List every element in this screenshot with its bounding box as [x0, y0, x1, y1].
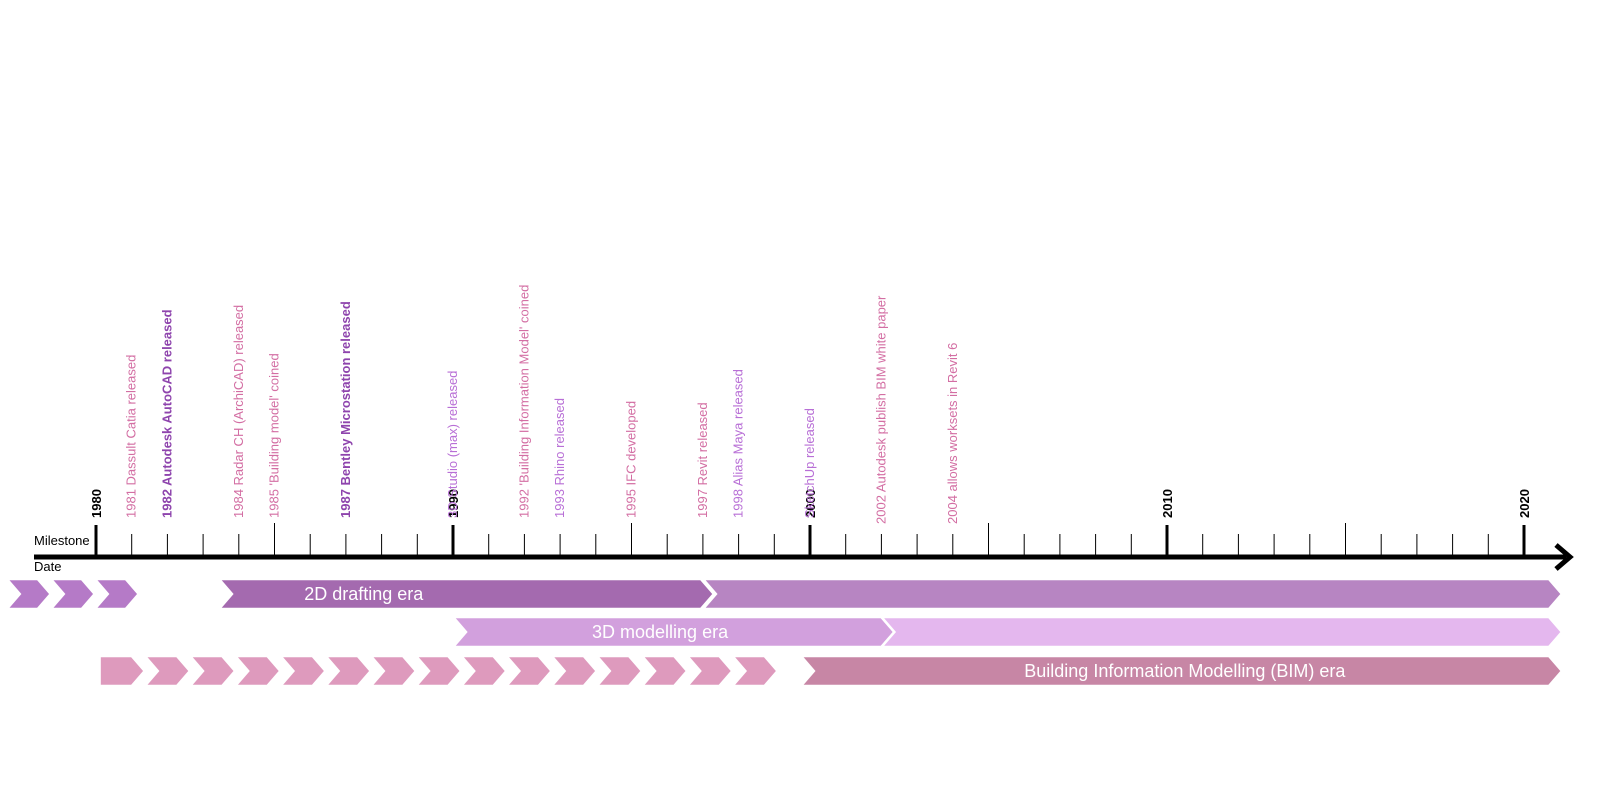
era-label: 3D modelling era: [592, 622, 729, 642]
milestone-label: 1995 IFC developed: [624, 401, 639, 518]
era-chevron: [48, 577, 97, 611]
date-row-label: Date: [34, 559, 61, 574]
era-chevron: [92, 577, 141, 611]
era-solid-segment: [216, 577, 716, 611]
era-chevron: [594, 654, 644, 688]
era-chevron: [413, 654, 463, 688]
axis-ticks: 1980 1990 2000 2010 2020: [34, 489, 1574, 571]
milestone-label: 1993 Rhino released: [552, 398, 567, 518]
milestone-label: 1998 Alias Maya released: [731, 369, 746, 518]
era-chevron: [368, 654, 418, 688]
era-chevron: [4, 577, 53, 611]
milestone-label: 1984 Radar CH (ArchiCAD) released: [231, 305, 246, 518]
era-label: Building Information Modelling (BIM) era: [1024, 661, 1346, 681]
era-chevron: [142, 654, 192, 688]
milestone-label: 1992 'Building Information Model' coined: [516, 285, 531, 518]
year-label: 2010: [1160, 489, 1175, 518]
era-label: 2D drafting era: [304, 584, 424, 604]
timeline-arrow-head-icon: [1554, 543, 1574, 571]
milestone-label: 3D Studio (max) released: [445, 371, 460, 518]
milestone-label: 2002 Autodesk publish BIM white paper: [873, 295, 888, 524]
era-chevron: [684, 654, 735, 688]
year-label: 1990: [446, 489, 461, 518]
milestone-labels: 1981 Dassult Catia released 1982 Autodesk…: [124, 285, 960, 524]
era-chevron: [458, 654, 509, 688]
era-chevron: [729, 654, 780, 688]
era-chevron: [322, 654, 373, 688]
era-tail-segment: [878, 615, 1564, 649]
era-chevron: [548, 654, 599, 688]
era-chevron: [98, 654, 147, 688]
milestone-label: 2004 allows worksets in Revit 6: [945, 343, 960, 524]
milestone-label: SketchUp released: [802, 408, 817, 518]
milestone-label: 1985 'Building model' coined: [267, 353, 282, 518]
milestone-label: 1981 Dassult Catia released: [124, 355, 139, 518]
era-chevron: [232, 654, 283, 688]
era-chevron: [503, 654, 554, 688]
year-label: 2020: [1517, 489, 1532, 518]
era-chevron: [187, 654, 237, 688]
milestone-label: 1997 Revit released: [695, 402, 710, 518]
era-tail-segment: [700, 577, 1564, 611]
milestone-row-label: Milestone: [34, 533, 90, 548]
era-bands: 2D drafting era 3D modelling era Building …: [4, 577, 1564, 688]
era-solid-segment: [798, 654, 1564, 688]
year-label: 1980: [89, 489, 104, 518]
era-chevron: [639, 654, 689, 688]
era-chevron: [277, 654, 328, 688]
milestone-label: 1982 Autodesk AutoCAD released: [159, 309, 174, 518]
milestone-label: 1987 Bentley Microstation released: [338, 301, 353, 518]
year-label: 2000: [803, 489, 818, 518]
